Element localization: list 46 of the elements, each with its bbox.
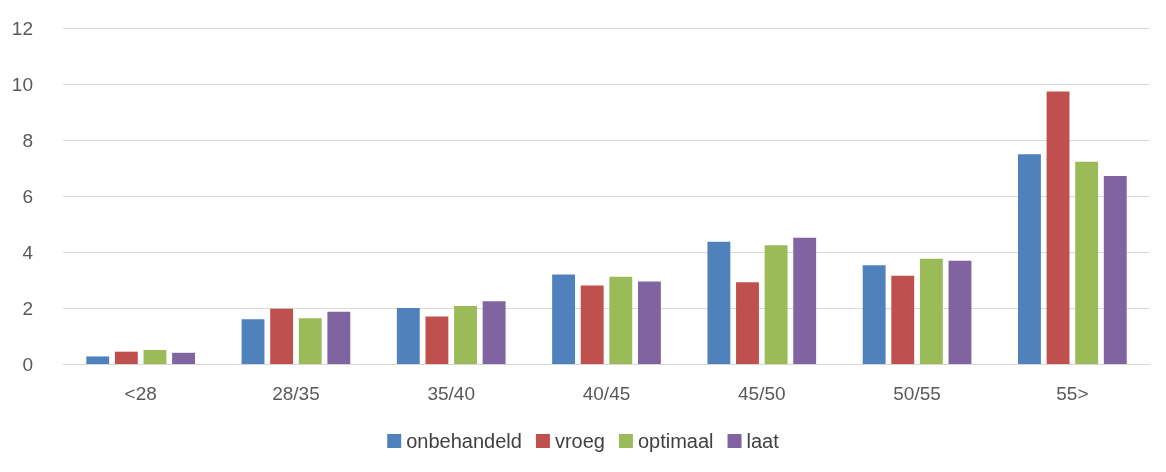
bar xyxy=(637,281,661,364)
y-tick-label: 2 xyxy=(22,297,33,319)
bar xyxy=(707,241,731,364)
bar xyxy=(1075,161,1099,364)
bar xyxy=(552,274,576,364)
bar xyxy=(862,265,886,364)
bar xyxy=(1046,91,1070,364)
bar xyxy=(482,301,506,364)
bar xyxy=(86,356,110,364)
y-tick-label: 12 xyxy=(11,17,33,39)
bar xyxy=(919,258,943,364)
x-tick-label: 45/50 xyxy=(738,383,786,404)
bar xyxy=(1018,154,1041,364)
bar xyxy=(172,352,195,364)
y-tick-label: 8 xyxy=(22,129,33,151)
bar xyxy=(609,276,633,364)
legend-label: onbehandeld xyxy=(406,430,522,452)
bar xyxy=(948,260,972,364)
x-tick-label: 28/35 xyxy=(272,383,320,404)
bar xyxy=(143,350,167,364)
legend-label: optimaal xyxy=(637,430,714,452)
bar xyxy=(298,318,322,364)
bar xyxy=(764,245,788,364)
bar xyxy=(580,285,604,364)
x-tick-label: 40/45 xyxy=(582,383,631,404)
bar xyxy=(327,311,351,364)
x-tick-label: <28 xyxy=(124,383,157,404)
bar xyxy=(736,282,759,364)
y-tick-label: 6 xyxy=(22,185,33,207)
x-tick-label: 50/55 xyxy=(893,383,941,404)
bar xyxy=(270,308,294,364)
x-tick-label: 35/40 xyxy=(427,383,475,404)
bar xyxy=(114,351,138,364)
y-tick-label: 4 xyxy=(22,241,34,263)
bar xyxy=(241,319,265,364)
bar xyxy=(454,306,477,364)
bar xyxy=(793,237,817,364)
bar xyxy=(891,275,915,364)
bar xyxy=(396,308,420,364)
y-tick-label: 10 xyxy=(11,73,33,95)
x-tick-label: 55> xyxy=(1056,383,1089,404)
bar xyxy=(425,316,449,364)
legend-label: vroeg xyxy=(554,430,605,452)
legend-label: laat xyxy=(746,430,780,452)
y-tick-label: 0 xyxy=(22,353,33,375)
bar xyxy=(1103,176,1127,364)
